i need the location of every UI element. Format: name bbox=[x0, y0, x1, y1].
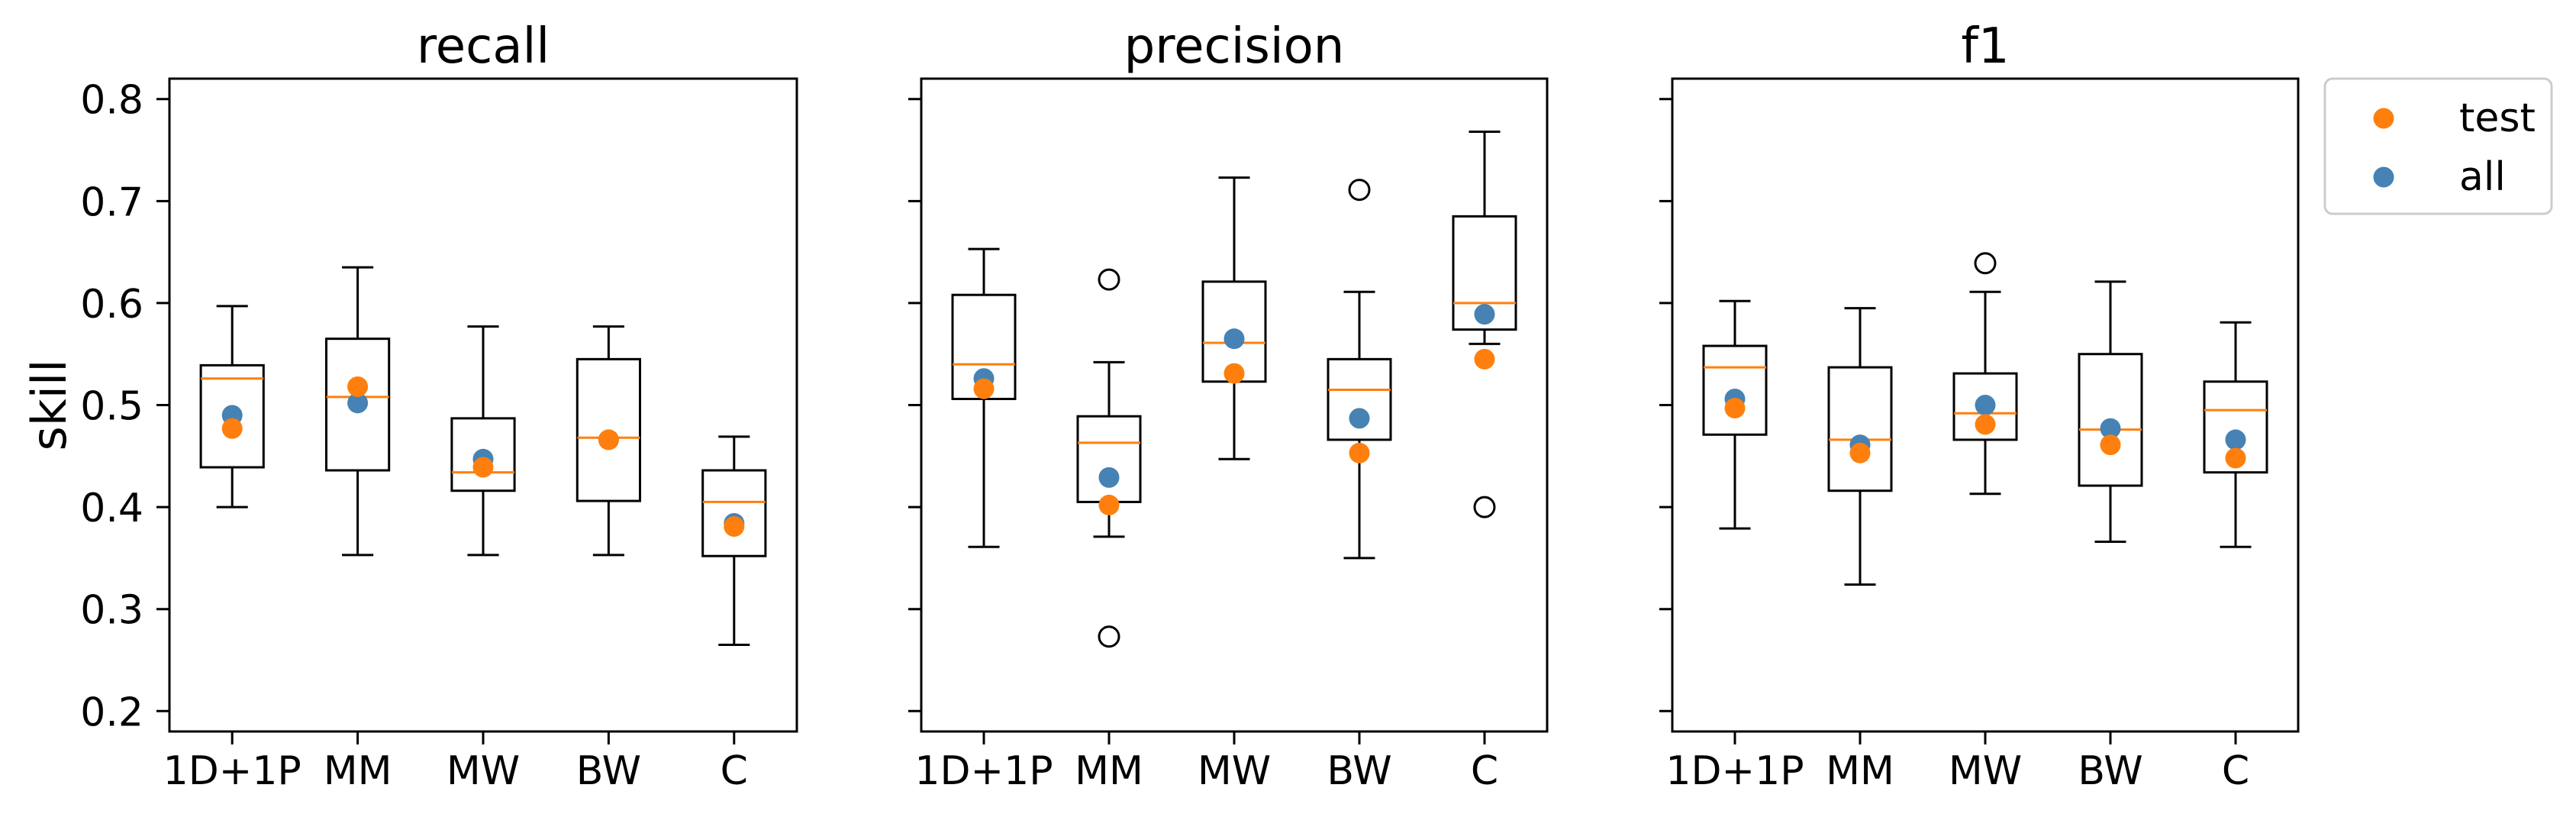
all-point bbox=[1474, 304, 1495, 325]
test-point bbox=[973, 378, 995, 399]
box-group bbox=[1327, 179, 1392, 560]
box-group bbox=[575, 325, 641, 557]
axes-frame bbox=[168, 77, 798, 733]
y-tick-label: 0.8 bbox=[80, 78, 143, 124]
axes-frame bbox=[920, 77, 1549, 733]
x-tick-label: C bbox=[1471, 748, 1498, 794]
legend: test all bbox=[2323, 77, 2553, 215]
all-point bbox=[1349, 408, 1370, 429]
test-point bbox=[1224, 363, 1245, 384]
all-point bbox=[2100, 418, 2121, 439]
box-rect bbox=[1327, 357, 1392, 441]
test-point bbox=[2225, 447, 2246, 469]
x-tick-label: BW bbox=[1327, 748, 1391, 794]
y-tick-label: 0.3 bbox=[80, 588, 143, 634]
box-rect bbox=[575, 357, 641, 502]
panel-title: precision bbox=[1124, 18, 1345, 75]
test-point bbox=[1474, 348, 1495, 370]
legend-label-test: test bbox=[2459, 95, 2536, 141]
x-tick-label: MW bbox=[1198, 748, 1271, 794]
box-rect bbox=[450, 417, 516, 492]
box-group bbox=[701, 435, 767, 646]
panel-precision: precision 1D+1P MM MW BW C bbox=[908, 18, 1549, 794]
legend-marker-test bbox=[2373, 108, 2394, 129]
box-rect bbox=[325, 337, 391, 472]
box-group bbox=[199, 305, 265, 509]
x-tick-label: MM bbox=[1826, 748, 1894, 794]
box-group bbox=[2078, 280, 2143, 544]
y-tick-label: 0.2 bbox=[80, 689, 143, 735]
axes-frame bbox=[1671, 77, 2300, 733]
y-axis-label: skill bbox=[21, 360, 77, 451]
test-point bbox=[1098, 494, 1120, 515]
box-rect bbox=[199, 363, 265, 469]
test-point bbox=[1724, 398, 1746, 419]
outlier-point bbox=[1348, 179, 1371, 202]
all-point bbox=[1975, 395, 1996, 415]
box-rect bbox=[1952, 372, 2018, 441]
x-tick-label: MM bbox=[324, 748, 392, 794]
legend-label-all: all bbox=[2459, 154, 2506, 200]
x-tick-label: C bbox=[2222, 748, 2249, 794]
box-group bbox=[1827, 307, 1893, 586]
all-point bbox=[347, 392, 369, 414]
box-group bbox=[1952, 252, 2018, 496]
test-point bbox=[2100, 434, 2121, 456]
x-tick-label: 1D+1P bbox=[914, 748, 1053, 794]
panel-recall: recall skill 0.2 0.3 0.4 0.5 0.6 0.7 0.8 1D+1P MM M… bbox=[21, 18, 798, 794]
y-tick-label: 0.5 bbox=[80, 384, 143, 430]
test-point bbox=[221, 418, 243, 439]
x-tick-label: MM bbox=[1075, 748, 1143, 794]
outlier-point bbox=[1098, 268, 1120, 291]
panel-f1: f1 1D+1P MM MW BW C bbox=[1659, 18, 2300, 794]
x-tick-label: BW bbox=[2078, 748, 2142, 794]
test-point bbox=[1349, 442, 1370, 463]
panel-title: recall bbox=[417, 18, 550, 75]
x-tick-label: MW bbox=[447, 748, 520, 794]
all-point bbox=[1098, 467, 1120, 488]
outlier-point bbox=[1974, 252, 1997, 275]
x-tick-label: 1D+1P bbox=[1665, 748, 1804, 794]
panel-title: f1 bbox=[1961, 18, 2009, 75]
y-tick-label: 0.7 bbox=[80, 179, 143, 225]
legend-marker-all bbox=[2373, 166, 2394, 188]
all-point bbox=[1224, 328, 1245, 350]
outlier-point bbox=[1098, 625, 1120, 648]
x-tick-label: BW bbox=[576, 748, 641, 794]
box-rect bbox=[1702, 344, 1768, 436]
box-rect bbox=[1452, 215, 1517, 331]
test-point bbox=[1975, 414, 1996, 435]
x-tick-label: MW bbox=[1949, 748, 2022, 794]
box-group bbox=[2203, 321, 2268, 548]
y-tick-label: 0.6 bbox=[80, 282, 143, 328]
y-tick-label: 0.4 bbox=[80, 486, 143, 531]
x-tick-label: 1D+1P bbox=[163, 748, 301, 794]
test-point bbox=[724, 515, 745, 537]
test-point bbox=[598, 429, 619, 450]
test-point bbox=[347, 376, 369, 397]
box-group bbox=[1452, 130, 1517, 518]
box-group bbox=[1702, 299, 1768, 530]
outlier-point bbox=[1473, 496, 1496, 518]
box-rect bbox=[2203, 380, 2268, 474]
box-rect bbox=[1827, 366, 1893, 492]
x-tick-label: C bbox=[721, 748, 748, 794]
all-point bbox=[2225, 429, 2246, 450]
test-point bbox=[1849, 442, 1871, 463]
box-rect bbox=[2078, 353, 2143, 487]
box-rect bbox=[701, 469, 767, 557]
test-point bbox=[472, 457, 494, 478]
